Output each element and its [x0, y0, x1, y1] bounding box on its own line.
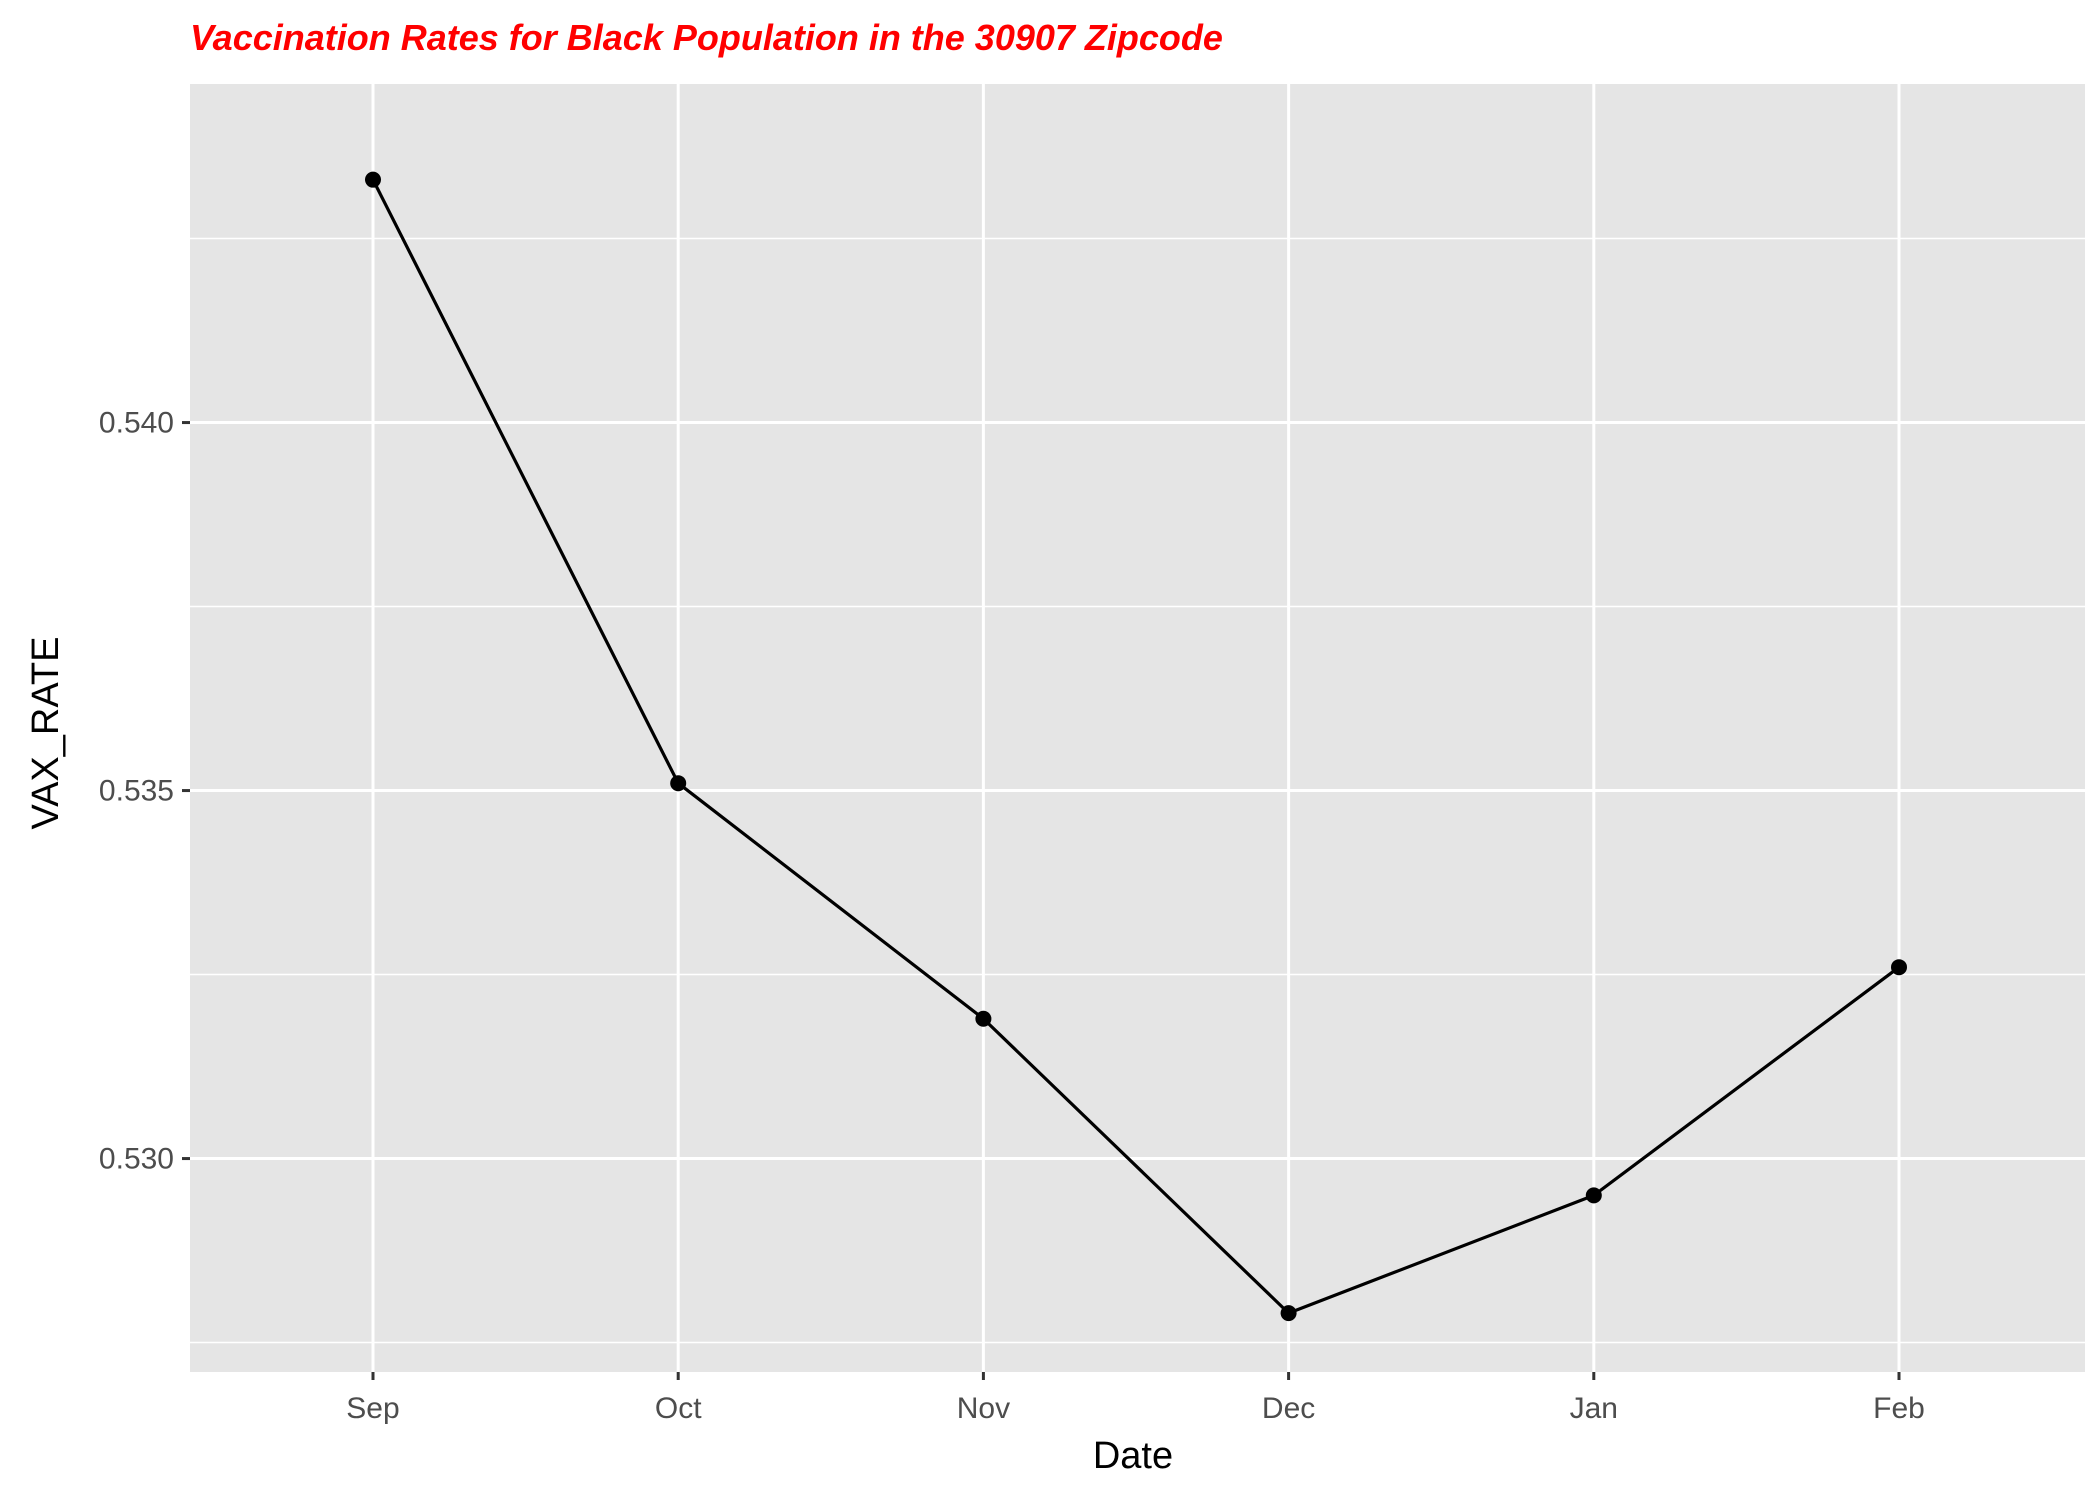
x-tick-label: Nov [957, 1392, 1010, 1425]
minor-gridlines [190, 237, 2085, 1344]
y-tick-label: 0.540 [99, 407, 174, 440]
data-point [1891, 959, 1907, 976]
data-point [1280, 1305, 1297, 1322]
data-point [670, 775, 687, 792]
data-point [975, 1010, 992, 1027]
x-tick-label: Sep [346, 1392, 399, 1425]
plot-panel [190, 84, 2085, 1372]
major-gridlines [190, 84, 2085, 1372]
series-layer [365, 171, 1907, 1322]
axis-ticks [182, 421, 1901, 1380]
x-tick-label: Jan [1570, 1392, 1618, 1425]
x-tick-label: Feb [1873, 1392, 1925, 1425]
y-tick-label: 0.530 [99, 1143, 174, 1176]
x-tick-label: Dec [1262, 1392, 1315, 1425]
x-axis-title: Date [1093, 1435, 1173, 1477]
chart-title: Vaccination Rates for Black Population i… [190, 17, 1223, 58]
y-tick-label: 0.535 [99, 775, 174, 808]
data-point [1585, 1187, 1602, 1204]
series-line [371, 178, 1900, 1315]
tick-labels: 0.530 0.535 0.540 Sep Oct Nov Dec Jan Feb [99, 407, 1925, 1425]
data-point [365, 171, 381, 188]
x-tick-label: Oct [655, 1392, 702, 1425]
y-axis-title: VAX_RATE [25, 637, 67, 830]
